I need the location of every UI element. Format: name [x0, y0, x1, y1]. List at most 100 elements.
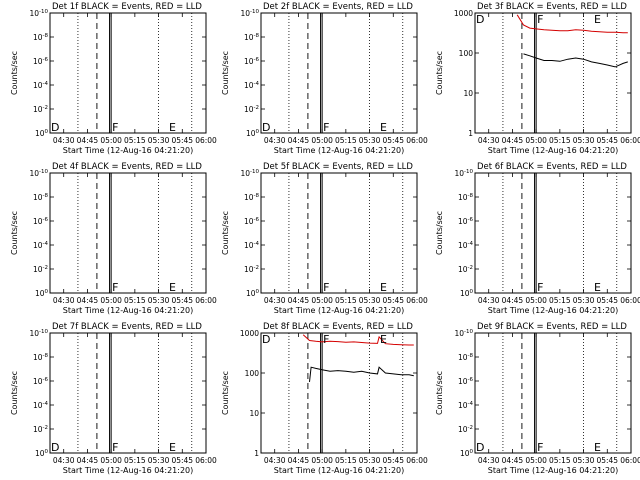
y-tick-label: 100	[245, 369, 260, 378]
x-tick-label: 05:45	[596, 456, 618, 465]
y-tick-label: 10-6	[244, 57, 260, 66]
x-tick-label: 06:00	[195, 136, 217, 145]
panel-title: Det 4f BLACK = Events, RED = LLD	[52, 162, 202, 172]
panel-det-7f: Det 7f BLACK = Events, RED = LLD 04:30 04:…	[10, 322, 217, 475]
x-tick-label: 06:00	[195, 456, 217, 465]
x-axis-title: Start Time (12-Aug-16 04:21:20)	[63, 146, 194, 155]
x-tick-label: 04:30	[53, 136, 75, 145]
y-tick-label: 10-8	[244, 33, 260, 42]
y-tick-label: 10-6	[458, 217, 474, 226]
x-tick-label: 05:45	[171, 296, 193, 305]
y-tick-label: 10-10	[454, 169, 473, 178]
y-tick-label: 100	[35, 289, 49, 298]
y-tick-label: 10-2	[458, 265, 473, 274]
y-tick-label: 10-8	[458, 193, 474, 202]
x-tick-label: 05:15	[549, 136, 571, 145]
panel-title: Det 8f BLACK = Events, RED = LLD	[263, 322, 413, 332]
panel-title: Det 3f BLACK = Events, RED = LLD	[477, 2, 627, 12]
y-tick-label: 100	[246, 289, 260, 298]
y-tick-label: 10-4	[458, 241, 474, 250]
y-tick-label: 10-8	[33, 33, 49, 42]
y-tick-label: 10-2	[458, 425, 473, 434]
x-tick-label: 05:00	[100, 296, 122, 305]
x-tick-label: 05:30	[148, 296, 170, 305]
y-tick-label: 100	[459, 49, 474, 58]
panel-title: Det 7f BLACK = Events, RED = LLD	[52, 322, 202, 332]
x-axis-title: Start Time (12-Aug-16 04:21:20)	[274, 306, 405, 315]
y-tick-label: 10-6	[33, 57, 49, 66]
y-tick-label: 10-4	[244, 81, 260, 90]
marker-d: D	[476, 441, 484, 454]
x-tick-label: 05:15	[124, 136, 146, 145]
marker-f: F	[537, 281, 543, 294]
y-tick-label: 1	[468, 129, 473, 138]
events-series-line	[309, 366, 414, 382]
x-tick-label: 05:30	[359, 456, 381, 465]
x-tick-label: 05:45	[382, 136, 404, 145]
y-tick-label: 100	[35, 129, 49, 138]
x-tick-label: 04:45	[77, 296, 99, 305]
y-tick-label: 10-2	[244, 105, 259, 114]
x-axis-title: Start Time (12-Aug-16 04:21:20)	[274, 466, 405, 475]
y-tick-label: 10-10	[29, 169, 48, 178]
y-tick-label: 10-10	[29, 9, 48, 18]
x-tick-label: 04:30	[478, 136, 500, 145]
x-tick-label: 06:00	[406, 136, 428, 145]
x-tick-label: 04:30	[53, 456, 75, 465]
x-tick-label: 04:45	[288, 296, 310, 305]
x-tick-label: 05:00	[100, 136, 122, 145]
y-tick-label: 10-2	[244, 265, 259, 274]
marker-d: D	[51, 121, 59, 134]
y-tick-label: 1000	[454, 9, 473, 18]
y-axis-title: Counts/sec	[10, 211, 19, 255]
marker-f: F	[323, 281, 329, 294]
x-tick-label: 04:45	[288, 456, 310, 465]
panel-det-3f: Det 3f BLACK = Events, RED = LLD 04:30 04:…	[435, 2, 640, 155]
y-tick-label: 100	[460, 449, 474, 458]
x-tick-label: 05:45	[596, 296, 618, 305]
x-tick-label: 05:30	[573, 136, 595, 145]
x-tick-label: 05:15	[335, 456, 357, 465]
x-tick-label: 05:15	[549, 296, 571, 305]
y-axis-title: Counts/sec	[10, 371, 19, 415]
x-tick-label: 05:30	[148, 456, 170, 465]
panel-det-9f: Det 9f BLACK = Events, RED = LLD 04:30 04:…	[435, 322, 640, 475]
marker-e: E	[380, 281, 387, 294]
x-tick-label: 05:30	[573, 456, 595, 465]
x-tick-label: 05:00	[525, 296, 547, 305]
panel-title: Det 5f BLACK = Events, RED = LLD	[263, 162, 413, 172]
panel-det-1f: Det 1f BLACK = Events, RED = LLD 04:30 04:…	[10, 2, 217, 155]
marker-d: D	[262, 333, 270, 346]
plot-frame	[260, 332, 418, 454]
marker-e: E	[594, 441, 601, 454]
y-tick-label: 10-4	[244, 241, 260, 250]
x-tick-label: 06:00	[406, 456, 428, 465]
marker-e: E	[594, 13, 601, 26]
x-tick-label: 05:00	[311, 296, 333, 305]
marker-e: E	[169, 281, 176, 294]
x-axis-title: Start Time (12-Aug-16 04:21:20)	[488, 306, 619, 315]
x-tick-label: 04:30	[53, 296, 75, 305]
y-axis-title: Counts/sec	[435, 51, 444, 95]
plot-frame	[49, 172, 207, 294]
x-tick-label: 05:15	[124, 456, 146, 465]
y-tick-label: 10-2	[33, 265, 48, 274]
plot-frame	[474, 172, 632, 294]
x-axis-title: Start Time (12-Aug-16 04:21:20)	[488, 146, 619, 155]
y-tick-label: 10-6	[244, 217, 260, 226]
x-tick-label: 05:15	[549, 456, 571, 465]
plot-frame	[260, 12, 418, 134]
x-tick-label: 05:30	[148, 136, 170, 145]
y-tick-label: 10-2	[33, 425, 48, 434]
y-tick-label: 10-8	[244, 193, 260, 202]
x-tick-label: 05:30	[359, 296, 381, 305]
y-tick-label: 10-6	[458, 377, 474, 386]
y-tick-label: 10-10	[29, 329, 48, 338]
y-axis-title: Counts/sec	[435, 371, 444, 415]
x-tick-label: 05:45	[596, 136, 618, 145]
marker-d: D	[476, 13, 484, 26]
x-tick-label: 04:30	[478, 296, 500, 305]
y-tick-label: 1	[254, 449, 259, 458]
x-tick-label: 05:00	[525, 136, 547, 145]
y-tick-label: 10	[463, 89, 473, 98]
